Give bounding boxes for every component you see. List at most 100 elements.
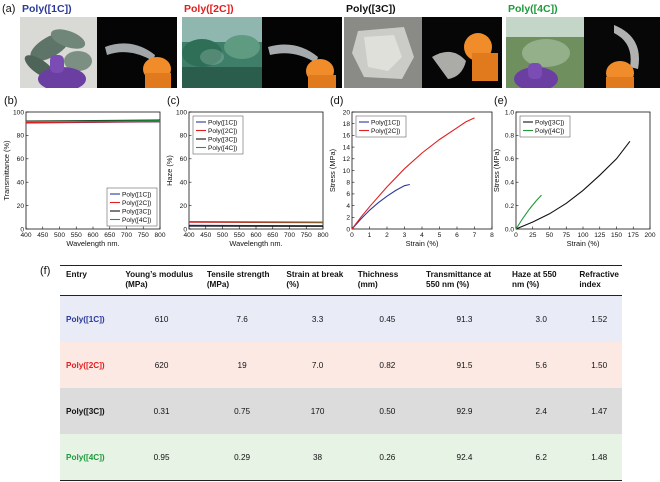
- x-tick-label: 100: [577, 232, 588, 239]
- table-row-3c: Poly([3C]) 0.31 0.75 170 0.50 92.9 2.4 1.47: [60, 388, 622, 434]
- y-tick-label: 0.2: [505, 203, 514, 210]
- table-cell-value: 0.82: [379, 360, 396, 370]
- x-tick-label: 400: [20, 232, 31, 239]
- table-cell-value: 91.5: [456, 360, 473, 370]
- properties-table: Entry Young’s modulus (MPa) Tensile stre…: [60, 265, 622, 481]
- x-tick-label: 5: [438, 232, 442, 239]
- y-tick-label: 0.0: [505, 226, 514, 233]
- x-tick-label: 700: [284, 232, 295, 239]
- x-tick-label: 800: [154, 232, 165, 239]
- photo-title-3c: Poly([3C]): [346, 3, 396, 15]
- y-axis-label: Stress (MPa): [328, 149, 337, 192]
- table-cell-value: 5.6: [535, 360, 547, 370]
- table-cell-value: 3.3: [311, 314, 324, 324]
- x-tick-label: 500: [217, 232, 228, 239]
- panel-f-letter: (f): [40, 265, 51, 277]
- legend-label: Poly([4C]): [122, 217, 151, 224]
- photo-1c-bend: [97, 17, 177, 88]
- table-cell-value: 7.6: [236, 314, 248, 324]
- table-cell-value: 91.3: [456, 314, 473, 324]
- x-tick-label: 125: [594, 232, 605, 239]
- table-header-row: Entry Young’s modulus (MPa) Tensile stre…: [60, 265, 622, 296]
- y-tick-label: 6: [346, 191, 350, 198]
- table-cell-value: 1.50: [591, 360, 608, 370]
- y-tick-label: 0.8: [505, 133, 514, 140]
- photo-title-2c: Poly([2C]): [184, 3, 234, 15]
- col-header-transmittance: Transmittance at 550 nm (%): [420, 265, 506, 296]
- charts-svg: 400 450 500 550 600 650 700 750 800020406080100W…: [2, 109, 656, 248]
- x-tick-label: 50: [546, 232, 554, 239]
- table-cell-entry: Poly([1C]): [66, 314, 105, 324]
- photo-title-4c: Poly([4C]): [508, 3, 558, 15]
- x-tick-label: 450: [200, 232, 211, 239]
- y-tick-label: 12: [343, 156, 351, 163]
- y-axis-label: Haze (%): [165, 155, 174, 186]
- legend-label: Poly([3C]): [122, 208, 151, 215]
- table-row-4c: Poly([4C]) 0.95 0.29 38 0.26 92.4 6.2 1.48: [60, 434, 622, 481]
- table-cell-value: 1.48: [573, 434, 622, 481]
- x-tick-label: 25: [529, 232, 537, 239]
- y-tick-label: 18: [343, 121, 351, 128]
- x-axis-label: Strain (%): [567, 239, 600, 248]
- y-tick-label: 8: [346, 180, 350, 187]
- x-tick-label: 600: [87, 232, 98, 239]
- col-header-haze: Haze at 550 nm (%): [505, 265, 574, 296]
- y-tick-label: 0: [183, 226, 187, 233]
- legend-box-d: [355, 115, 407, 138]
- x-tick-label: 6: [455, 232, 459, 239]
- legend-label: Poly([1C]): [122, 191, 151, 198]
- x-tick-label: 550: [71, 232, 82, 239]
- table-cell-value: 610: [154, 314, 169, 324]
- x-tick-label: 0: [514, 232, 518, 239]
- col-header-youngs-modulus: Young’s modulus (MPa): [119, 265, 201, 296]
- y-tick-label: 0: [20, 226, 24, 233]
- x-tick-label: 7: [473, 232, 477, 239]
- photo-3c-bend: [422, 17, 502, 88]
- y-tick-label: 100: [176, 109, 187, 116]
- x-tick-label: 650: [267, 232, 278, 239]
- x-tick-label: 400: [183, 232, 194, 239]
- table-cell-value: 0.45: [379, 314, 396, 324]
- table-cell-value: 19: [237, 360, 247, 370]
- y-tick-label: 60: [180, 156, 188, 163]
- table-cell-value: 1.47: [591, 406, 608, 416]
- panel-d-letter: (d): [330, 95, 344, 107]
- y-axis-label: Stress (MPa): [492, 149, 501, 192]
- series-line-poly4c: [188, 220, 324, 223]
- series-line-poly2c: [351, 117, 475, 230]
- table-cell-value: 0.75: [234, 406, 251, 416]
- photo-1c-leaves: [20, 17, 97, 88]
- y-tick-label: 80: [180, 133, 188, 140]
- table-cell-value: 170: [310, 406, 325, 416]
- y-tick-label: 40: [17, 180, 25, 187]
- panel-a-letter: (a): [2, 3, 16, 15]
- series-line-poly4c: [515, 194, 542, 230]
- x-tick-label: 3: [403, 232, 407, 239]
- col-header-thickness: Thichness (mm): [351, 265, 421, 296]
- x-tick-label: 650: [104, 232, 115, 239]
- legend-label: Poly([2C]): [122, 200, 151, 207]
- legend-label: Poly([2C]): [208, 128, 237, 135]
- photo-2c-scene: [182, 17, 262, 88]
- y-tick-label: 0: [346, 226, 350, 233]
- x-axis-label: Wavelength nm.: [66, 239, 119, 248]
- table-cell-value: 0.50: [379, 406, 396, 416]
- legend-label: Poly([1C]): [208, 119, 237, 126]
- x-tick-label: 450: [37, 232, 48, 239]
- legend-label: Poly([3C]): [208, 136, 237, 143]
- photo-title-1c: Poly([1C]): [22, 3, 72, 15]
- y-tick-label: 80: [17, 133, 25, 140]
- col-header-entry: Entry: [60, 265, 120, 296]
- legend-label: Poly([1C]): [371, 119, 400, 126]
- legend-box-e: [519, 115, 571, 138]
- table-cell-value: 6.2: [505, 434, 574, 481]
- x-tick-label: 800: [317, 232, 328, 239]
- x-tick-label: 750: [301, 232, 312, 239]
- table-cell-value: 620: [154, 360, 169, 370]
- photo-2c-bend: [262, 17, 342, 88]
- y-tick-label: 10: [343, 168, 351, 175]
- legend-label: Poly([4C]): [535, 128, 564, 135]
- x-tick-label: 2: [385, 232, 389, 239]
- table-row-1c: Poly([1C]) 610 7.6 3.3 0.45 91.3 3.0 1.52: [60, 295, 622, 342]
- table-cell-entry: Poly([2C]): [66, 360, 105, 370]
